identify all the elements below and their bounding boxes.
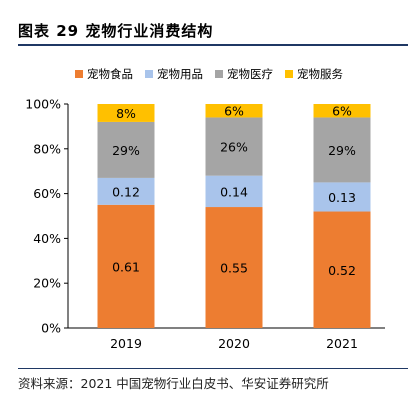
bar-segment (313, 182, 371, 212)
bar-segment (97, 104, 155, 122)
y-tick-label: 60% (33, 186, 61, 201)
bar-segment (313, 117, 371, 183)
source-rule (18, 368, 408, 369)
bar-segment (205, 207, 263, 328)
legend-item: 宠物服务 (285, 66, 343, 82)
legend-label: 宠物医疗 (227, 67, 273, 81)
stacked-bar-chart: 0% 20% 40% 60% 80% 100% 0.61 0.12 29% 8% 2019 0.55 0… (25, 97, 385, 351)
x-tick-label: 2019 (110, 336, 142, 351)
y-tick-label: 40% (33, 231, 61, 246)
data-label: 0.52 (328, 263, 356, 278)
legend-swatch (75, 70, 83, 78)
bar-segment (205, 117, 263, 176)
data-label: 29% (112, 143, 140, 158)
bar-segment (205, 104, 263, 118)
chart-title: 图表 29 宠物行业消费结构 (18, 22, 214, 40)
bar-segment (97, 121, 155, 178)
x-tick-label: 2021 (326, 336, 358, 351)
bar-segment (313, 211, 371, 328)
data-label: 0.61 (112, 259, 140, 274)
data-label: 29% (328, 143, 356, 158)
title-rule (18, 44, 408, 46)
legend-swatch (285, 70, 293, 78)
legend-label: 宠物服务 (297, 67, 343, 81)
legend-item: 宠物食品 (75, 66, 133, 82)
data-label: 6% (224, 104, 244, 119)
bar-segment (205, 175, 263, 208)
data-label: 8% (116, 106, 136, 121)
chart-legend: 宠物食品 宠物用品 宠物医疗 宠物服务 (75, 66, 343, 82)
data-label: 0.55 (220, 261, 248, 276)
y-tick-label: 80% (33, 141, 61, 156)
x-tick-label: 2020 (218, 336, 250, 351)
source-note: 资料来源：2021 中国宠物行业白皮书、华安证券研究所 (18, 376, 329, 391)
y-tick-label: 0% (41, 321, 61, 336)
y-tick-label: 100% (25, 97, 61, 112)
data-label: 0.14 (220, 184, 248, 199)
data-label: 26% (220, 140, 248, 155)
legend-item: 宠物用品 (145, 66, 203, 82)
legend-label: 宠物用品 (157, 67, 203, 81)
data-label: 6% (332, 104, 352, 119)
data-label: 0.13 (328, 190, 356, 205)
y-tick-label: 20% (33, 276, 61, 291)
bar-segment (313, 104, 371, 118)
legend-swatch (145, 70, 153, 78)
bar-segment (97, 177, 155, 205)
bar-segment (97, 204, 155, 328)
legend-swatch (215, 70, 223, 78)
data-label: 0.12 (112, 184, 140, 199)
legend-item: 宠物医疗 (215, 66, 273, 82)
legend-label: 宠物食品 (87, 67, 133, 81)
title-bar: 图表 29 宠物行业消费结构 (18, 18, 408, 46)
